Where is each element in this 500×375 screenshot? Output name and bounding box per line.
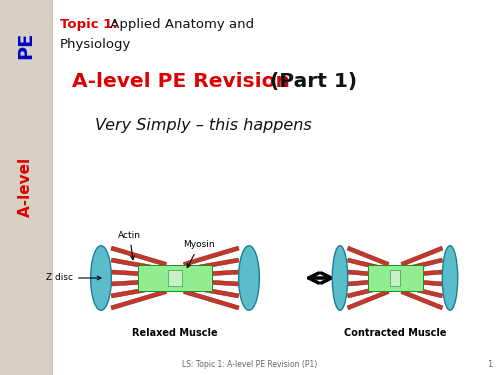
Text: Z disc: Z disc <box>46 273 101 282</box>
FancyArrow shape <box>184 270 239 278</box>
FancyArrow shape <box>184 258 239 272</box>
Bar <box>0 0 52 375</box>
Bar <box>101 242 249 314</box>
FancyArrow shape <box>111 258 166 272</box>
Text: PE: PE <box>16 32 36 59</box>
FancyArrow shape <box>347 258 389 272</box>
Bar <box>368 265 422 291</box>
Ellipse shape <box>332 246 347 310</box>
Bar <box>138 265 212 291</box>
Ellipse shape <box>442 246 458 310</box>
Text: Contracted Muscle: Contracted Muscle <box>344 328 446 338</box>
Text: (Part 1): (Part 1) <box>270 72 357 91</box>
FancyArrow shape <box>401 246 443 266</box>
Text: Relaxed Muscle: Relaxed Muscle <box>132 328 218 338</box>
Ellipse shape <box>238 246 260 310</box>
Text: Myosin: Myosin <box>184 240 215 268</box>
Ellipse shape <box>90 246 112 310</box>
FancyArrow shape <box>401 284 443 298</box>
FancyArrow shape <box>348 270 389 278</box>
FancyArrow shape <box>347 290 389 310</box>
FancyArrow shape <box>111 270 166 278</box>
Text: A-level: A-level <box>18 153 34 217</box>
FancyArrow shape <box>184 284 239 298</box>
Bar <box>340 242 450 314</box>
FancyArrow shape <box>111 279 166 286</box>
Text: A-level PE Revision: A-level PE Revision <box>72 72 297 91</box>
Text: Physiology: Physiology <box>60 38 132 51</box>
Bar <box>390 270 400 286</box>
FancyArrow shape <box>348 279 389 286</box>
FancyArrow shape <box>347 284 389 298</box>
Text: Topic 1:: Topic 1: <box>60 18 118 31</box>
FancyArrow shape <box>347 246 389 266</box>
FancyArrow shape <box>184 246 239 266</box>
Bar <box>168 270 181 286</box>
Bar <box>52 0 500 375</box>
Text: Applied Anatomy and: Applied Anatomy and <box>106 18 254 31</box>
FancyArrow shape <box>184 279 239 286</box>
FancyArrow shape <box>111 246 166 266</box>
Text: Very Simply – this happens: Very Simply – this happens <box>95 118 312 133</box>
Text: LS: Topic 1: A-level PE Revision (P1): LS: Topic 1: A-level PE Revision (P1) <box>182 360 318 369</box>
FancyArrow shape <box>184 290 239 310</box>
FancyArrow shape <box>401 258 443 272</box>
FancyArrow shape <box>111 284 166 298</box>
FancyArrow shape <box>401 290 443 310</box>
Text: Actin: Actin <box>118 231 141 260</box>
FancyArrow shape <box>402 270 442 278</box>
FancyArrow shape <box>402 279 442 286</box>
FancyArrow shape <box>111 290 166 310</box>
Text: 1: 1 <box>487 360 492 369</box>
